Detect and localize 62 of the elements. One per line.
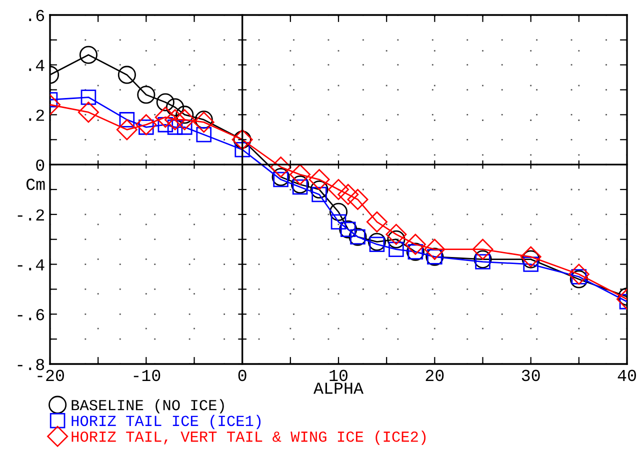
point — [404, 234, 426, 255]
legend-label: HORIZ TAIL, VERT TAIL & WING ICE (ICE2) — [72, 430, 426, 445]
legend-label: HORIZ TAIL ICE (ICE1) — [72, 414, 261, 430]
point — [234, 142, 250, 158]
point — [475, 254, 490, 270]
point — [474, 250, 492, 268]
point — [273, 172, 288, 188]
point — [196, 127, 212, 142]
point — [118, 66, 136, 84]
point — [310, 180, 328, 199]
point — [272, 168, 290, 186]
point — [154, 106, 176, 128]
x-tick-label: 20 — [426, 370, 444, 382]
x-tick-label: -20 — [38, 370, 64, 382]
point — [366, 211, 388, 232]
point — [388, 242, 404, 257]
point — [80, 90, 96, 105]
point — [472, 238, 494, 260]
point — [78, 102, 99, 123]
y-tick-label: -.2 — [18, 209, 44, 220]
y-tick-label: .2 — [29, 110, 44, 121]
y-tick-label: .4 — [29, 60, 44, 71]
point — [164, 109, 186, 130]
point — [520, 246, 542, 268]
x-tick-label: 30 — [522, 370, 540, 382]
point — [166, 98, 184, 116]
x-axis-title: ALPHA — [313, 382, 364, 394]
point — [292, 179, 308, 195]
point — [338, 184, 359, 205]
y-tick-label: 0 — [36, 159, 44, 171]
legend-label: BASELINE (NO ICE) — [72, 399, 224, 414]
y-axis-title: Cm — [26, 178, 45, 190]
y-tick-label: .6 — [29, 10, 44, 22]
x-tick-label: 10 — [330, 370, 348, 382]
point — [347, 188, 368, 210]
point — [174, 109, 196, 130]
point — [116, 119, 138, 140]
point — [136, 114, 157, 136]
x-tick-label: -10 — [134, 370, 160, 382]
point — [119, 112, 135, 128]
point — [137, 86, 156, 104]
point — [79, 46, 98, 64]
y-tick-label: -.8 — [18, 358, 44, 370]
point — [291, 175, 310, 194]
point — [270, 156, 292, 178]
point — [329, 202, 348, 221]
point — [308, 169, 330, 190]
point — [386, 224, 407, 245]
x-tick-label: 40 — [618, 370, 636, 382]
point — [312, 186, 327, 202]
y-tick-label: -.6 — [18, 309, 44, 320]
point — [368, 232, 386, 251]
point — [424, 238, 446, 260]
point — [568, 264, 590, 285]
y-tick-label: -.4 — [18, 259, 44, 270]
point — [156, 93, 174, 112]
point — [328, 178, 350, 200]
x-tick-label: 0 — [238, 370, 246, 382]
point — [290, 164, 311, 186]
point — [193, 112, 214, 133]
point — [330, 214, 346, 230]
point — [369, 236, 385, 252]
